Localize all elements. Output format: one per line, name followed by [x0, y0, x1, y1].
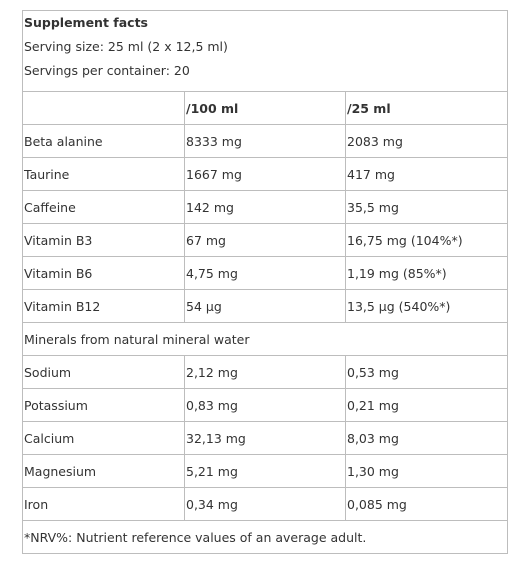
footnote-cell: *NRV%: Nutrient reference values of an a… [21, 520, 509, 554]
nutrient-cell: 5,21 mg [184, 454, 346, 488]
nutrient-row: Vitamin B6 4,75 mg 1,19 mg (85%*) [22, 256, 509, 290]
section-cell: Minerals from natural mineral water [21, 322, 509, 356]
nutrient-cell: 16,75 mg (104%*) [344, 223, 509, 257]
nutrient-cell: 417 mg [344, 157, 509, 191]
header-cell: /25 ml [344, 91, 509, 125]
nutrient-cell: 67 mg [184, 223, 346, 257]
nutrient-cell: 8,03 mg [344, 421, 509, 455]
nutrient-row: Vitamin B12 54 µg 13,5 µg (540%*) [22, 289, 509, 323]
nutrient-cell: Potassium [22, 388, 185, 422]
nutrient-row: Iron 0,34 mg 0,085 mg [22, 487, 509, 521]
nutrient-cell: 0,21 mg [344, 388, 509, 422]
nutrient-cell: Iron [22, 487, 185, 521]
footnote-row: *NRV%: Nutrient reference values of an a… [21, 520, 509, 554]
header-cell: /100 ml [184, 91, 346, 125]
nutrient-cell: 1,30 mg [344, 454, 509, 488]
servings: Servings per container: 20 [24, 63, 190, 78]
nutrient-cell: 8333 mg [184, 124, 346, 158]
header-cell [22, 91, 185, 125]
nutrient-row: Beta alanine 8333 mg 2083 mg [22, 124, 509, 158]
table-body: Supplement facts Serving size: 25 ml (2 … [21, 10, 509, 554]
nutrient-cell: Caffeine [22, 190, 185, 224]
nutrient-cell: Beta alanine [22, 124, 185, 158]
nutrient-cell: 1,19 mg (85%*) [344, 256, 509, 290]
nutrient-cell: 13,5 µg (540%*) [344, 289, 509, 323]
nutrient-row: Potassium 0,83 mg 0,21 mg [22, 388, 509, 422]
nutrient-cell: 0,53 mg [344, 355, 509, 389]
nutrient-row: Sodium 2,12 mg 0,53 mg [22, 355, 509, 389]
nutrient-cell: 4,75 mg [184, 256, 346, 290]
nutrient-cell: 54 µg [184, 289, 346, 323]
nutrient-row: Magnesium 5,21 mg 1,30 mg [22, 454, 509, 488]
nutrient-row: Caffeine 142 mg 35,5 mg [22, 190, 509, 224]
nutrient-cell: 2,12 mg [184, 355, 346, 389]
nutrient-cell: Calcium [22, 421, 185, 455]
nutrient-cell: 0,085 mg [344, 487, 509, 521]
nutrient-cell: Taurine [22, 157, 185, 191]
nutrient-cell: Vitamin B12 [22, 289, 185, 323]
nutrient-cell: Magnesium [22, 454, 185, 488]
nutrient-row: Taurine 1667 mg 417 mg [22, 157, 509, 191]
nutrient-cell: Sodium [22, 355, 185, 389]
nutrient-row: Vitamin B3 67 mg 16,75 mg (104%*) [22, 223, 509, 257]
title-row: Supplement facts Serving size: 25 ml (2 … [21, 10, 509, 92]
nutrient-cell: 35,5 mg [344, 190, 509, 224]
nutrient-cell: Vitamin B3 [22, 223, 185, 257]
nutrient-cell: 1667 mg [184, 157, 346, 191]
nutrient-cell: 142 mg [184, 190, 346, 224]
nutrient-cell: 32,13 mg [184, 421, 346, 455]
supplement-table: Supplement facts Serving size: 25 ml (2 … [21, 10, 509, 554]
nutrient-cell: 0,83 mg [184, 388, 346, 422]
nutrient-cell: Vitamin B6 [22, 256, 185, 290]
serving-size: Serving size: 25 ml (2 x 12,5 ml) [24, 39, 228, 54]
section-row: Minerals from natural mineral water [21, 322, 509, 356]
nutrient-row: Calcium 32,13 mg 8,03 mg [22, 421, 509, 455]
title-cell: Supplement facts Serving size: 25 ml (2 … [21, 10, 509, 92]
header-row: /100 ml /25 ml [22, 91, 509, 125]
nutrient-cell: 0,34 mg [184, 487, 346, 521]
title: Supplement facts [24, 15, 148, 30]
nutrient-cell: 2083 mg [344, 124, 509, 158]
